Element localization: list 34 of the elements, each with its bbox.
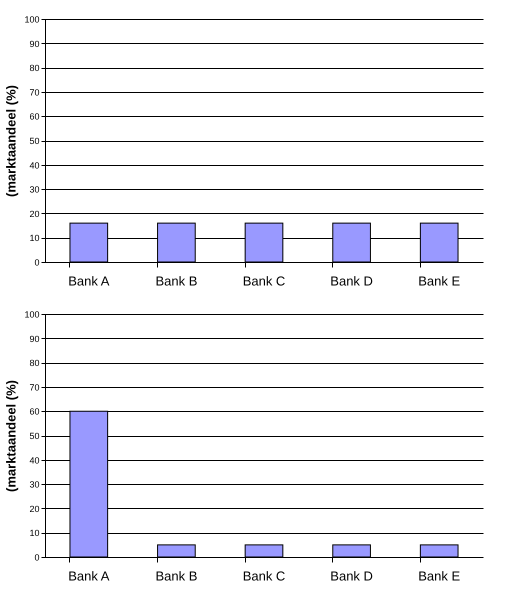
x-tick-label: Bank A [68,568,110,584]
y-tick-label: 90 [29,38,40,49]
y-tick-label: 90 [29,334,40,344]
y-tick-label: 20 [29,504,40,514]
x-tick-label: Bank B [155,274,198,288]
x-tick-label: Bank A [68,274,110,288]
y-tick-label: 20 [29,208,40,219]
y-tick-label: 80 [29,358,40,368]
y-tick-label: 50 [29,431,40,441]
y-tick-label: 60 [29,406,40,417]
x-tick-label: Bank D [330,274,373,288]
y-axis-title: (marktaandeel (%) [3,85,18,197]
y-tick-label: 60 [29,112,40,122]
x-tick-label: Bank C [242,274,286,288]
x-tick-label: Bank D [330,568,373,584]
y-tick-label: 10 [29,233,40,244]
y-tick-label: 80 [29,63,40,74]
x-tick-label: Bank C [242,568,286,584]
y-tick-label: 70 [29,87,40,98]
y-tick-label: 50 [29,136,40,146]
x-tick-label: Bank B [155,568,198,584]
y-tick-label: 30 [29,480,40,490]
y-axis-title: (marktaandeel (%) [3,380,18,492]
y-tick-label: 0 [34,552,40,562]
y-tick-label: 10 [29,528,40,538]
y-tick-label: 0 [34,258,40,268]
y-tick-label: 40 [29,160,40,170]
y-tick-label: 100 [24,310,40,320]
y-tick-label: 100 [24,14,40,24]
y-tick-label: 40 [29,455,40,466]
x-tick-label: Bank E [418,568,460,584]
y-tick-label: 70 [29,382,40,392]
x-tick-label: Bank E [418,274,460,288]
y-tick-label: 30 [29,184,40,195]
